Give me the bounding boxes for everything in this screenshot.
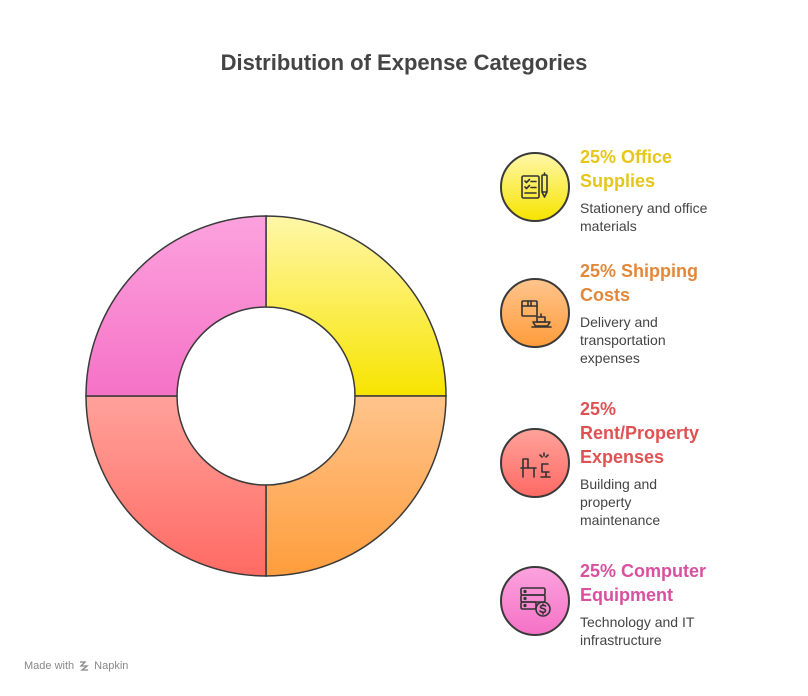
made-with-label: Made with xyxy=(24,660,75,672)
legend-heading-line: 25% Computer xyxy=(580,561,707,581)
legend-heading: 25% Shipping Costs xyxy=(580,259,795,307)
legend-description-line: transportation xyxy=(580,332,666,348)
donut-slice-office-supplies xyxy=(265,215,447,397)
legend-heading-line: Costs xyxy=(580,285,631,305)
chart-title: Distribution of Expense Categories xyxy=(220,50,588,75)
legend-heading-line: 25% Shipping xyxy=(580,261,699,281)
legend-description: Building and property maintenance xyxy=(580,475,795,529)
legend-heading: 25% Computer Equipment xyxy=(580,559,795,607)
office-supplies-icon xyxy=(518,170,552,204)
donut-slice-rent-property-expenses xyxy=(85,395,267,577)
legend-heading-line: Expenses xyxy=(580,447,665,467)
legend-description-line: Building and xyxy=(580,476,658,492)
donut-slice-shipping-costs xyxy=(265,395,447,577)
legend-heading: 25% Office Supplies xyxy=(580,145,795,193)
legend-heading-line: Equipment xyxy=(580,585,673,605)
legend-badge xyxy=(500,152,570,222)
footer: Made with Napkin xyxy=(24,660,128,672)
legend-description-line: materials xyxy=(580,218,637,234)
legend-badge xyxy=(500,278,570,348)
legend-badge xyxy=(500,428,570,498)
legend-description-line: Delivery and xyxy=(580,314,658,330)
office-desk-icon xyxy=(518,446,552,480)
legend-description: Stationery and office materials xyxy=(580,199,795,235)
legend-description-line: infrastructure xyxy=(580,632,662,648)
legend-description-line: Technology and IT xyxy=(580,614,695,630)
legend-heading-line: 25% xyxy=(580,399,617,419)
legend-description-line: Stationery and office xyxy=(580,200,708,216)
server-dollar-icon xyxy=(518,584,552,618)
legend-heading-line: Rent/Property xyxy=(580,423,700,443)
legend-description-line: maintenance xyxy=(580,512,661,528)
napkin-brand: Napkin xyxy=(94,660,129,672)
legend-description-line: expenses xyxy=(580,350,640,366)
legend-description-line: property xyxy=(580,494,632,510)
donut-slice-computer-equipment xyxy=(85,215,267,397)
napkin-logo-icon xyxy=(79,661,89,671)
legend-heading-line: 25% Office xyxy=(580,147,673,167)
legend-heading-line: Supplies xyxy=(580,171,656,191)
legend-description: Technology and IT infrastructure xyxy=(580,613,795,649)
legend-description: Delivery and transportation expenses xyxy=(580,313,795,367)
legend-heading: 25% Rent/Property Expenses xyxy=(580,397,795,469)
legend-badge xyxy=(500,566,570,636)
shipping-icon xyxy=(518,296,552,330)
